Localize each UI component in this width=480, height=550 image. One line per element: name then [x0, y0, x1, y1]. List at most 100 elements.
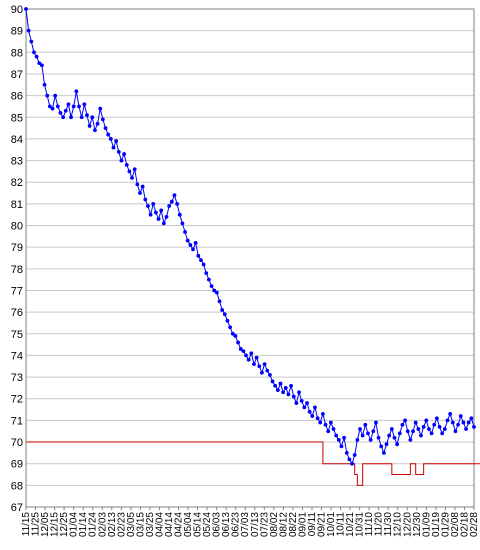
x-tick-label: 12/25 [59, 512, 70, 537]
x-tick-label: 06/03 [212, 512, 223, 537]
weight-data-point [103, 126, 108, 130]
x-tick-label: 04/24 [174, 512, 185, 537]
weight-data-point [275, 388, 280, 392]
weight-data-point [116, 150, 121, 154]
weight-data-point [448, 411, 453, 416]
gridlines [26, 8, 474, 508]
weight-data-point [331, 427, 336, 431]
weight-data-point [26, 28, 31, 33]
y-tick-label: 81 [11, 199, 23, 211]
weight-data-point [47, 104, 52, 109]
weight-data-point [307, 409, 312, 414]
x-tick-label: 03/15 [135, 512, 146, 537]
weight-data-point [29, 39, 34, 44]
x-tick-label: 01/29 [440, 512, 451, 537]
weight-data-point [34, 54, 39, 59]
weight-data-point [379, 444, 384, 449]
weight-data-point [424, 418, 429, 423]
weight-data-point [384, 442, 389, 447]
weight-data-point [199, 258, 203, 263]
x-tick-label: 01/19 [431, 512, 442, 537]
y-tick-label: 75 [11, 329, 23, 341]
weight-data-point [50, 106, 55, 111]
weight-data-point [196, 253, 201, 258]
weight-data-point [201, 262, 206, 267]
weight-data-point [24, 7, 28, 11]
weight-data-point [336, 437, 341, 442]
y-tick-label: 89 [11, 26, 23, 38]
x-tick-label: 02/03 [97, 512, 108, 537]
weight-data-point [132, 167, 137, 172]
x-tick-label: 10/11 [336, 512, 347, 537]
weight-data-point [254, 355, 259, 360]
weight-data-point [257, 364, 262, 369]
y-tick-label: 76 [11, 307, 23, 319]
x-tick-label: 11/10 [364, 512, 375, 537]
x-tick-label: 12/15 [50, 512, 61, 537]
y-tick-label: 80 [11, 221, 23, 233]
weight-data-point [434, 416, 439, 421]
weight-data-point [241, 349, 246, 354]
weight-data-point [140, 184, 145, 189]
weight-data-point [281, 390, 286, 395]
y-tick-label: 74 [11, 350, 23, 362]
weight-data-point [244, 353, 248, 358]
weight-data-point [209, 284, 214, 289]
weight-data-point [464, 427, 468, 431]
weight-data-point [291, 394, 296, 399]
y-tick-label: 84 [11, 134, 23, 146]
x-tick-label: 11/20 [374, 512, 385, 537]
weight-data-point [442, 427, 447, 431]
weight-data-point [90, 115, 95, 120]
weight-data-point [427, 427, 431, 431]
x-tick-label: 01/14 [78, 512, 89, 537]
weight-data-point [191, 247, 195, 252]
weight-data-point [74, 89, 79, 94]
weight-data-point [419, 433, 423, 438]
x-tick-label: 02/08 [450, 512, 461, 537]
weight-data-point [472, 424, 476, 429]
weight-data-point [69, 115, 73, 120]
weight-data-point [252, 362, 256, 366]
weight-data-point [193, 240, 198, 245]
weight-data-point [289, 383, 293, 388]
weight-data-point [466, 420, 471, 425]
x-tick-label: 02/23 [116, 512, 127, 537]
weight-data-point [66, 102, 71, 107]
x-tick-label: 09/21 [316, 512, 327, 537]
x-tick-label: 04/14 [164, 512, 175, 537]
weight-data-point [246, 357, 251, 362]
y-tick-label: 71 [11, 415, 23, 427]
weight-data-point [305, 401, 309, 405]
weight-data-point [302, 405, 307, 410]
weight-data-point [265, 368, 270, 373]
x-tick-label: 04/04 [154, 512, 165, 537]
weight-data-point [93, 128, 97, 133]
y-tick-label: 85 [11, 112, 23, 124]
weight-data-point [469, 416, 474, 421]
weight-data-point [310, 414, 315, 418]
weight-data-point [106, 132, 111, 137]
weight-data-point [445, 418, 450, 423]
weight-data-point [299, 399, 304, 403]
x-tick-label: 08/02 [269, 512, 280, 537]
weight-data-point [429, 431, 434, 436]
weight-data-point [77, 104, 81, 109]
x-tick-label: 01/04 [69, 512, 80, 537]
weight-data-point [214, 290, 219, 295]
weight-data-point [389, 427, 394, 431]
weight-data-point [87, 124, 92, 128]
weight-data-point [130, 175, 134, 180]
weight-data-point [148, 212, 153, 217]
weight-data-point [267, 373, 272, 377]
weight-data-point [400, 422, 405, 427]
x-tick-label: 09/01 [297, 512, 308, 537]
weight-series-line [25, 8, 475, 465]
weight-data-point [167, 204, 172, 208]
y-tick-label: 82 [11, 177, 23, 189]
weight-data-point [344, 450, 349, 455]
weight-data-point [352, 453, 357, 457]
target-series-line [26, 441, 480, 486]
weight-data-point [55, 104, 60, 109]
weight-data-point [238, 347, 243, 351]
